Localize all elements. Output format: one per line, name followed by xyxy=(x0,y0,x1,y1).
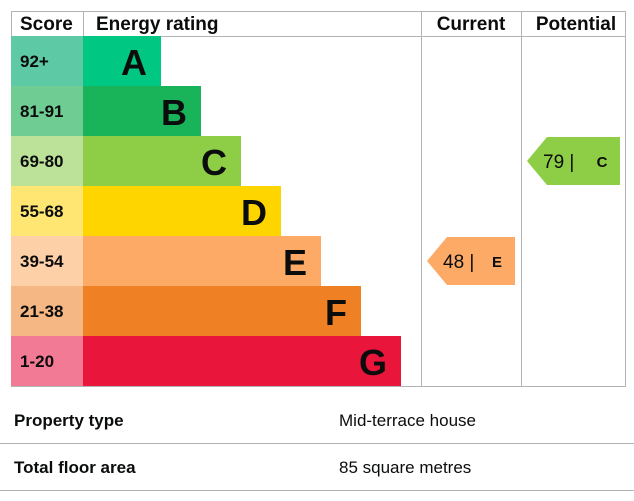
band-bar-f xyxy=(83,286,361,336)
property-type-value: Mid-terrace house xyxy=(339,411,477,430)
band-bar-d xyxy=(83,186,281,236)
energy-rating-chart: Score Energy rating Current Potential 92… xyxy=(11,11,626,387)
band-letter-d: D xyxy=(241,192,267,233)
score-label-b: 81-91 xyxy=(20,102,63,121)
score-cell-e xyxy=(11,236,83,286)
score-cell-d xyxy=(11,186,83,236)
floor-area-label: Total floor area xyxy=(14,458,136,477)
floor-area-value: 85 square metres xyxy=(339,458,472,477)
score-label-f: 21-38 xyxy=(20,302,63,321)
band-letter-f: F xyxy=(325,292,347,333)
band-bar-e xyxy=(83,236,321,286)
band-bar-g xyxy=(83,336,401,386)
score-label-c: 69-80 xyxy=(20,152,63,171)
band-bar-b xyxy=(83,86,201,136)
current-rating-arrow xyxy=(427,237,515,285)
band-bar-a xyxy=(83,36,161,86)
band-letter-b: B xyxy=(161,92,187,133)
rating-bands: 92+ A 81-91 B 69-80 C 55-68 D 39-54 E 21-38 F 1-20 G xyxy=(11,36,401,386)
summary-row-property-type: Property type Mid-terrace house xyxy=(0,397,634,444)
score-cell-g xyxy=(11,336,83,386)
potential-rating-letter: C xyxy=(597,154,608,171)
header-current: Current xyxy=(437,14,506,35)
band-letter-c: C xyxy=(201,142,227,183)
score-label-g: 1-20 xyxy=(20,352,54,371)
header-energy-rating: Energy rating xyxy=(96,14,218,35)
property-type-label: Property type xyxy=(14,411,124,430)
band-letter-a: A xyxy=(121,42,147,83)
summary-row-floor-area: Total floor area 85 square metres xyxy=(0,444,634,491)
potential-rating-arrow xyxy=(527,137,620,185)
score-cell-a xyxy=(11,36,83,86)
score-cell-c xyxy=(11,136,83,186)
score-cell-b xyxy=(11,86,83,136)
band-bar-c xyxy=(83,136,241,186)
score-label-d: 55-68 xyxy=(20,202,63,221)
score-label-e: 39-54 xyxy=(20,252,64,271)
chart-headers: Score Energy rating Current Potential xyxy=(20,14,616,35)
rating-arrows: 48 | E 79 | C xyxy=(427,137,620,285)
current-rating-letter: E xyxy=(492,254,502,271)
property-summary: Property type Mid-terrace house Total fl… xyxy=(0,397,634,491)
score-label-a: 92+ xyxy=(20,52,49,71)
header-score: Score xyxy=(20,14,73,35)
current-rating-value: 48 | xyxy=(443,252,474,273)
band-letter-g: G xyxy=(359,342,387,383)
score-cell-f xyxy=(11,286,83,336)
potential-rating-value: 79 | xyxy=(543,152,574,173)
header-potential: Potential xyxy=(536,14,616,35)
band-letter-e: E xyxy=(283,242,307,283)
